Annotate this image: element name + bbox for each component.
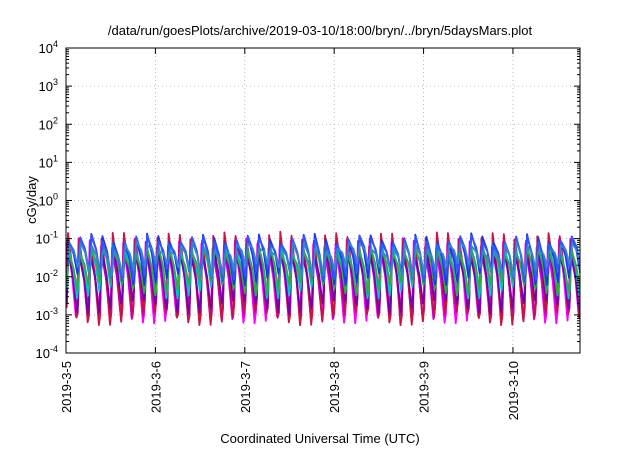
y-tick-exponent: 1 [53, 153, 58, 163]
x-axis-label: Coordinated Universal Time (UTC) [220, 431, 419, 446]
x-tick-label: 2019-3-5 [59, 361, 74, 413]
y-tick-exponent: -2 [50, 268, 58, 278]
y-tick-exponent: -1 [50, 230, 58, 240]
y-tick-base: 10 [36, 232, 50, 247]
y-tick-base: 10 [39, 79, 53, 94]
y-tick-base: 10 [39, 155, 53, 170]
chart-title: /data/run/goesPlots/archive/2019-03-10/1… [108, 23, 533, 38]
y-tick-label: 10-1 [36, 230, 58, 247]
y-tick-base: 10 [36, 346, 50, 361]
x-tick-label: 2019-3-10 [506, 361, 521, 420]
series-line [67, 240, 580, 278]
y-tick-exponent: 0 [53, 192, 58, 202]
y-tick-label: 10-2 [36, 268, 58, 285]
gridlines [66, 48, 580, 353]
y-tick-exponent: -3 [50, 306, 58, 316]
y-tick-label: 100 [39, 192, 58, 209]
y-tick-label: 101 [39, 153, 58, 170]
y-tick-label: 10-3 [36, 306, 58, 323]
series-line [66, 245, 580, 315]
y-tick-base: 10 [36, 308, 50, 323]
y-tick-exponent: 2 [53, 115, 58, 125]
y-tick-exponent: 3 [53, 77, 58, 87]
y-tick-label: 10-4 [36, 344, 58, 361]
y-tick-base: 10 [39, 41, 53, 56]
y-tick-exponent: 4 [53, 39, 58, 49]
y-tick-label: 102 [39, 115, 58, 132]
y-tick-base: 10 [36, 270, 50, 285]
x-tick-label: 2019-3-8 [327, 361, 342, 413]
y-tick-base: 10 [39, 194, 53, 209]
x-tick-label: 2019-3-6 [148, 361, 163, 413]
x-tick-label: 2019-3-7 [238, 361, 253, 413]
y-tick-exponent: -4 [50, 344, 58, 354]
series-layer [66, 230, 580, 327]
y-axis-label: cGy/day [24, 176, 39, 224]
y-tick-label: 104 [39, 39, 58, 56]
y-tick-label: 103 [39, 77, 58, 94]
x-tick-label: 2019-3-9 [417, 361, 432, 413]
y-tick-base: 10 [39, 117, 53, 132]
